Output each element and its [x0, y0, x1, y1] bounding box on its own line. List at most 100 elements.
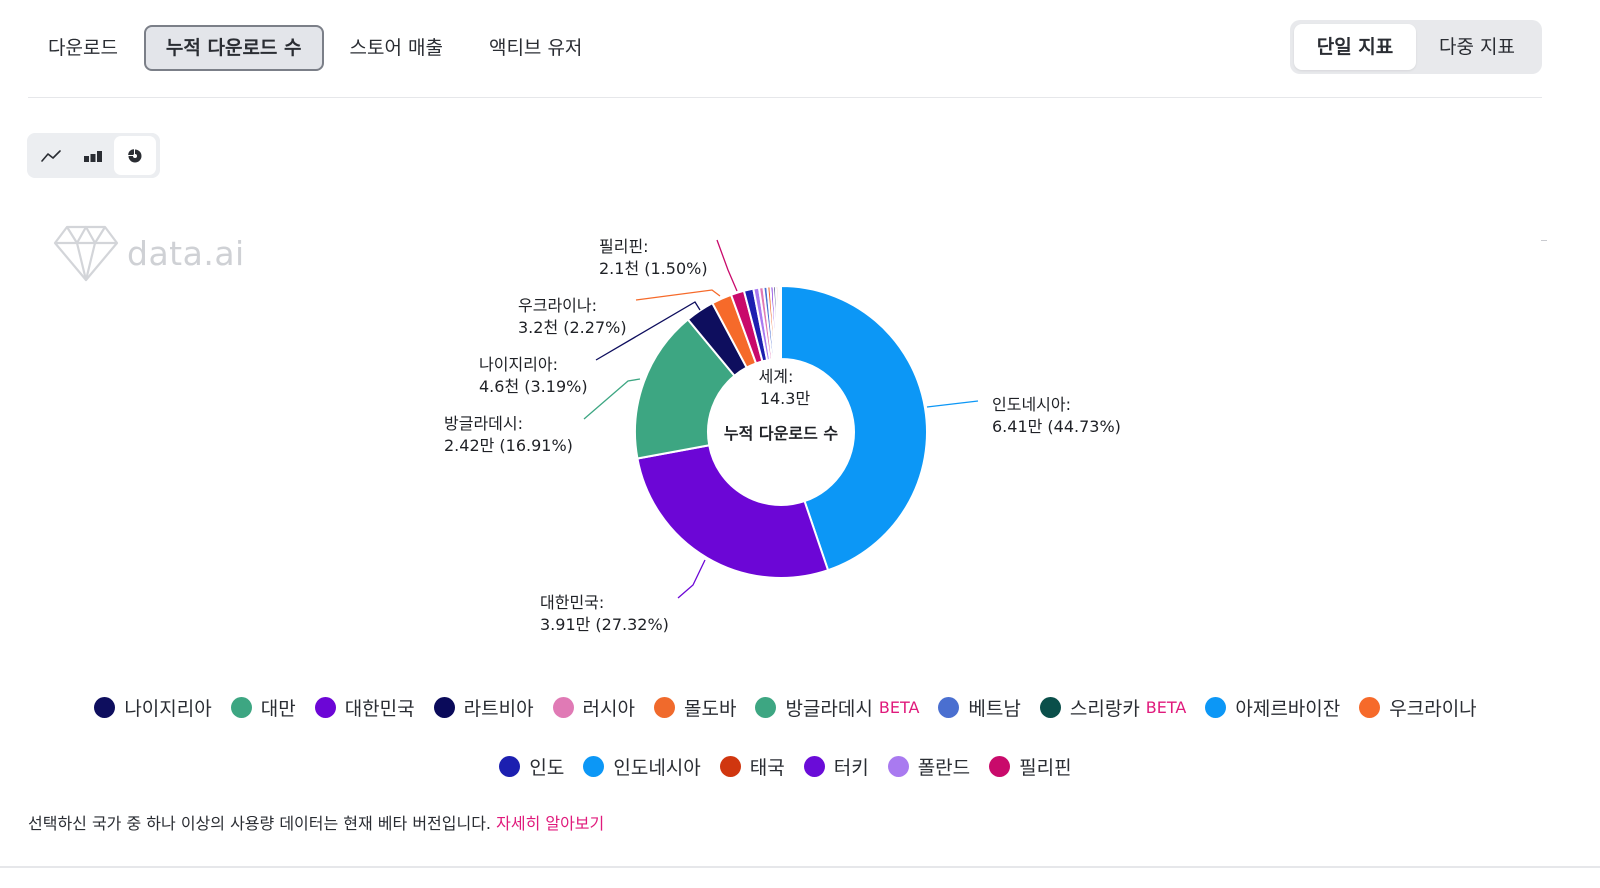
- legend-color-dot: [803, 755, 825, 777]
- line-chart-button[interactable]: [30, 136, 72, 175]
- legend-color-dot: [989, 755, 1011, 777]
- scroll-indicator: [1541, 240, 1547, 241]
- leader-line-3: [595, 301, 701, 361]
- legend-color-dot: [1039, 696, 1061, 718]
- multi-metric-button[interactable]: 다중 지표: [1439, 36, 1515, 58]
- pie-chart-button[interactable]: [114, 136, 156, 175]
- beta-footnote: 선택하신 국가 중 하나 이상의 사용량 데이터는 현재 베타 버전입니다. 자…: [28, 810, 604, 834]
- legend-label: 나이지리아: [124, 697, 212, 720]
- legend-item[interactable]: 필리핀: [989, 749, 1072, 783]
- legend-item[interactable]: 태국: [719, 749, 785, 783]
- legend-item[interactable]: 대한민국: [314, 690, 415, 724]
- leader-line-2: [583, 378, 641, 420]
- bottom-border: [0, 866, 1600, 868]
- legend-label: 필리핀: [1019, 756, 1072, 779]
- bar-chart-icon: [84, 150, 102, 162]
- legend-row-1: 나이지리아 대만 대한민국 라트비아 러시아 몰도바 방글라데시 BETA 베트남 스리랑카 BET…: [0, 690, 1570, 724]
- legend-label: 인도: [529, 756, 565, 779]
- legend-item[interactable]: 러시아: [552, 690, 635, 724]
- legend-color-dot: [230, 696, 252, 718]
- slice-label-value-2: 2.42만 (16.91%): [444, 436, 573, 455]
- legend-item[interactable]: 폴란드: [887, 749, 971, 783]
- legend-item[interactable]: 베트남: [938, 690, 1021, 724]
- slice-label-name-2: 방글라데시:: [444, 414, 523, 433]
- legend-label: 대만: [260, 697, 296, 720]
- legend-row-2: 인도 인도네시아 태국 터키 폴란드 필리핀: [0, 749, 1570, 783]
- tab-store-revenue[interactable]: 스토어 매출: [349, 37, 443, 59]
- legend-label: 우크라이나: [1389, 697, 1477, 720]
- tab-active-users[interactable]: 액티브 유저: [488, 37, 583, 59]
- legend-color-dot: [499, 755, 521, 777]
- legend-item[interactable]: 터키: [803, 749, 869, 783]
- legend-label: 몰도바: [684, 697, 737, 720]
- tab-cumulative-downloads[interactable]: 누적 다운로드 수: [143, 25, 324, 71]
- center-region-label: 세계:: [759, 367, 794, 386]
- slice-label-value-0: 6.41만 (44.73%): [992, 417, 1121, 436]
- center-metric-label: 누적 다운로드 수: [724, 424, 838, 443]
- legend-color-dot: [1359, 696, 1381, 718]
- slice-label-value-4: 3.2천 (2.27%): [518, 318, 627, 337]
- legend-item[interactable]: 우크라이나: [1359, 690, 1477, 724]
- legend-label: 라트비아: [463, 697, 534, 720]
- legend-label: 방글라데시: [785, 697, 873, 720]
- data-ai-watermark: data.ai: [53, 224, 245, 282]
- legend-color-dot: [887, 755, 909, 777]
- donut-chart: 인도네시아: 6.41만 (44.73%) 대한민국: 3.91만 (27.32%) 방…: [444, 237, 1121, 634]
- divider: [28, 97, 1542, 98]
- legend-label: 스리랑카: [1069, 697, 1140, 720]
- metric-mode-toggle: 단일 지표 다중 지표: [1290, 20, 1542, 74]
- pie-chart-icon: [128, 148, 142, 162]
- legend-label: 아제르바이잔: [1235, 697, 1341, 720]
- tab-downloads[interactable]: 다운로드: [48, 37, 118, 59]
- slice-label-name-5: 필리핀:: [599, 237, 649, 256]
- bar-chart-button[interactable]: [72, 136, 114, 175]
- legend-color-dot: [654, 696, 675, 718]
- diamond-logo-icon: [53, 225, 119, 282]
- slice-label-name-1: 대한민국:: [540, 593, 604, 612]
- slice-label-name-0: 인도네시아:: [992, 395, 1071, 414]
- legend-item[interactable]: 라트비아: [433, 690, 534, 724]
- legend-label: 태국: [749, 756, 785, 779]
- legend-color-dot: [314, 696, 336, 718]
- legend-item[interactable]: 인도: [499, 749, 564, 783]
- slice-label-value-1: 3.91만 (27.32%): [540, 615, 669, 634]
- legend-item[interactable]: 나이지리아: [94, 690, 212, 724]
- legend-item[interactable]: 인도네시아: [583, 749, 701, 783]
- slice-label-name-4: 우크라이나:: [518, 296, 597, 315]
- learn-more-link[interactable]: 자세히 알아보기: [496, 814, 605, 833]
- legend-color-dot: [552, 696, 574, 718]
- slice-label-value-5: 2.1천 (1.50%): [599, 259, 708, 278]
- legend-color-dot: [94, 696, 116, 718]
- legend-label: 폴란드: [917, 756, 971, 779]
- legend-color-dot: [719, 755, 741, 777]
- leader-line-5: [716, 239, 738, 292]
- beta-badge: BETA: [1145, 697, 1187, 717]
- legend-item[interactable]: 아제르바이잔: [1205, 690, 1340, 724]
- legend-item[interactable]: 방글라데시 BETA: [755, 690, 919, 724]
- legend-label: 러시아: [582, 697, 635, 720]
- donut-slice-0[interactable]: [780, 284, 928, 572]
- legend-item[interactable]: 대만: [230, 690, 296, 724]
- beta-badge: BETA: [878, 697, 920, 717]
- donut-slice-15[interactable]: [779, 284, 782, 361]
- footnote-text: 선택하신 국가 중 하나 이상의 사용량 데이터는 현재 베타 버전입니다.: [28, 814, 492, 833]
- donut-slice-2[interactable]: [634, 318, 736, 460]
- legend-color-dot: [1205, 696, 1227, 718]
- single-metric-button[interactable]: 단일 지표: [1294, 24, 1416, 70]
- legend-item[interactable]: 몰도바: [654, 690, 736, 724]
- legend-label: 인도네시아: [613, 756, 701, 779]
- legend-color-dot: [755, 696, 777, 718]
- donut-slice-1[interactable]: [636, 444, 830, 579]
- legend-color-dot: [938, 696, 960, 718]
- legend-label: 베트남: [968, 697, 1021, 720]
- slice-label-value-3: 4.6천 (3.19%): [479, 377, 588, 396]
- legend-item[interactable]: 스리랑카 BETA: [1039, 690, 1187, 724]
- leader-line-4: [635, 289, 721, 301]
- center-total-value: 14.3만: [760, 389, 811, 408]
- line-chart-icon: [41, 149, 61, 162]
- slice-label-name-3: 나이지리아:: [479, 355, 558, 374]
- watermark-text: data.ai: [127, 233, 245, 273]
- legend-label: 터키: [833, 756, 869, 779]
- leader-line-1: [677, 559, 706, 599]
- legend-color-dot: [583, 755, 605, 777]
